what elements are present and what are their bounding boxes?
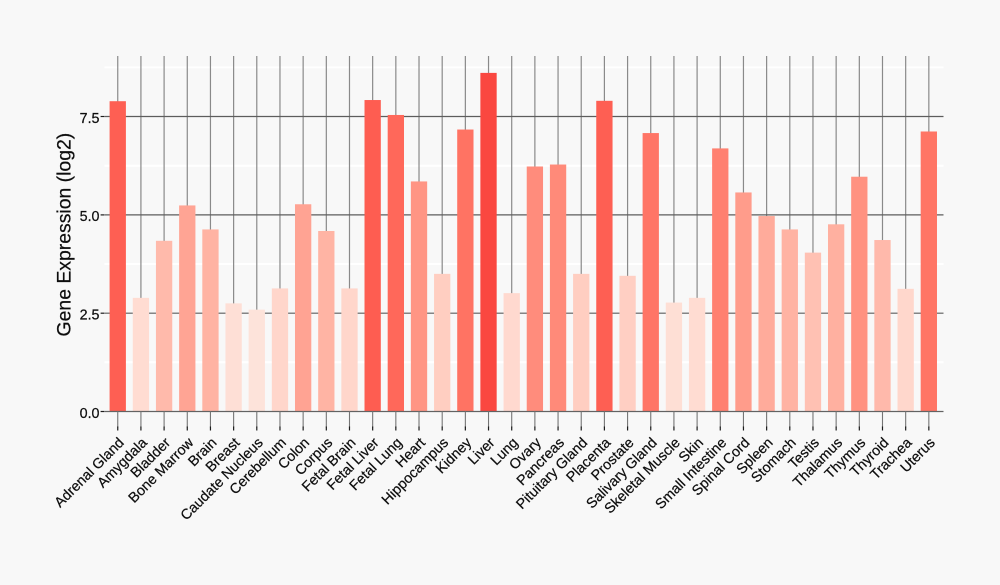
svg-text:7.5: 7.5	[80, 111, 100, 127]
svg-text:Gene Expression (log2): Gene Expression (log2)	[54, 133, 76, 337]
svg-text:0.0: 0.0	[80, 406, 100, 422]
svg-text:5.0: 5.0	[80, 209, 100, 225]
svg-text:2.5: 2.5	[80, 308, 100, 324]
